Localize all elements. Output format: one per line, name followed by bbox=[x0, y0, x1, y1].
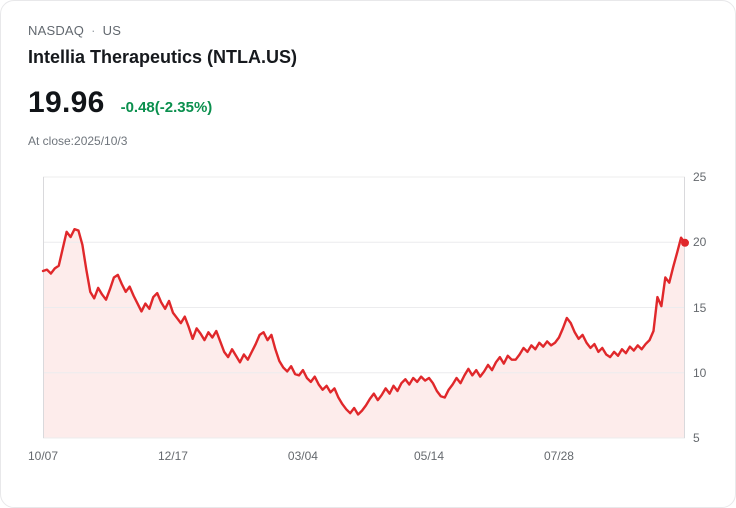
x-axis-label: 07/28 bbox=[543, 449, 574, 463]
header: NASDAQ · US Intellia Therapeutics (NTLA.US… bbox=[1, 1, 735, 68]
chart-area bbox=[41, 176, 689, 439]
price-line bbox=[41, 228, 687, 416]
x-axis-label: 03/04 bbox=[287, 449, 318, 463]
y-axis-label: 25 bbox=[693, 170, 707, 184]
close-timestamp: At close:2025/10/3 bbox=[28, 134, 128, 148]
y-axis-label: 20 bbox=[693, 235, 707, 250]
region-label: US bbox=[102, 23, 122, 38]
y-axis-label: 15 bbox=[693, 300, 707, 315]
price-chart[interactable] bbox=[41, 176, 689, 439]
x-axis-label: 12/17 bbox=[157, 449, 188, 463]
y-axis-label: 5 bbox=[693, 431, 700, 445]
price-value: 19.96 bbox=[28, 86, 105, 119]
separator-dot: · bbox=[91, 23, 96, 38]
quote-row: 19.96 -0.48(-2.35%) bbox=[1, 86, 735, 120]
y-axis-label: 10 bbox=[693, 365, 707, 380]
instrument-title: Intellia Therapeutics (NTLA.US) bbox=[28, 47, 298, 67]
area-fill bbox=[43, 229, 685, 438]
x-axis-label: 10/07 bbox=[27, 449, 59, 463]
market-row: NASDAQ · US bbox=[28, 23, 735, 38]
x-axis-label: 05/14 bbox=[413, 449, 444, 463]
market-label: NASDAQ bbox=[28, 23, 85, 38]
last-price-dot bbox=[681, 238, 689, 247]
price-change: -0.48(-2.35%) bbox=[120, 99, 213, 116]
